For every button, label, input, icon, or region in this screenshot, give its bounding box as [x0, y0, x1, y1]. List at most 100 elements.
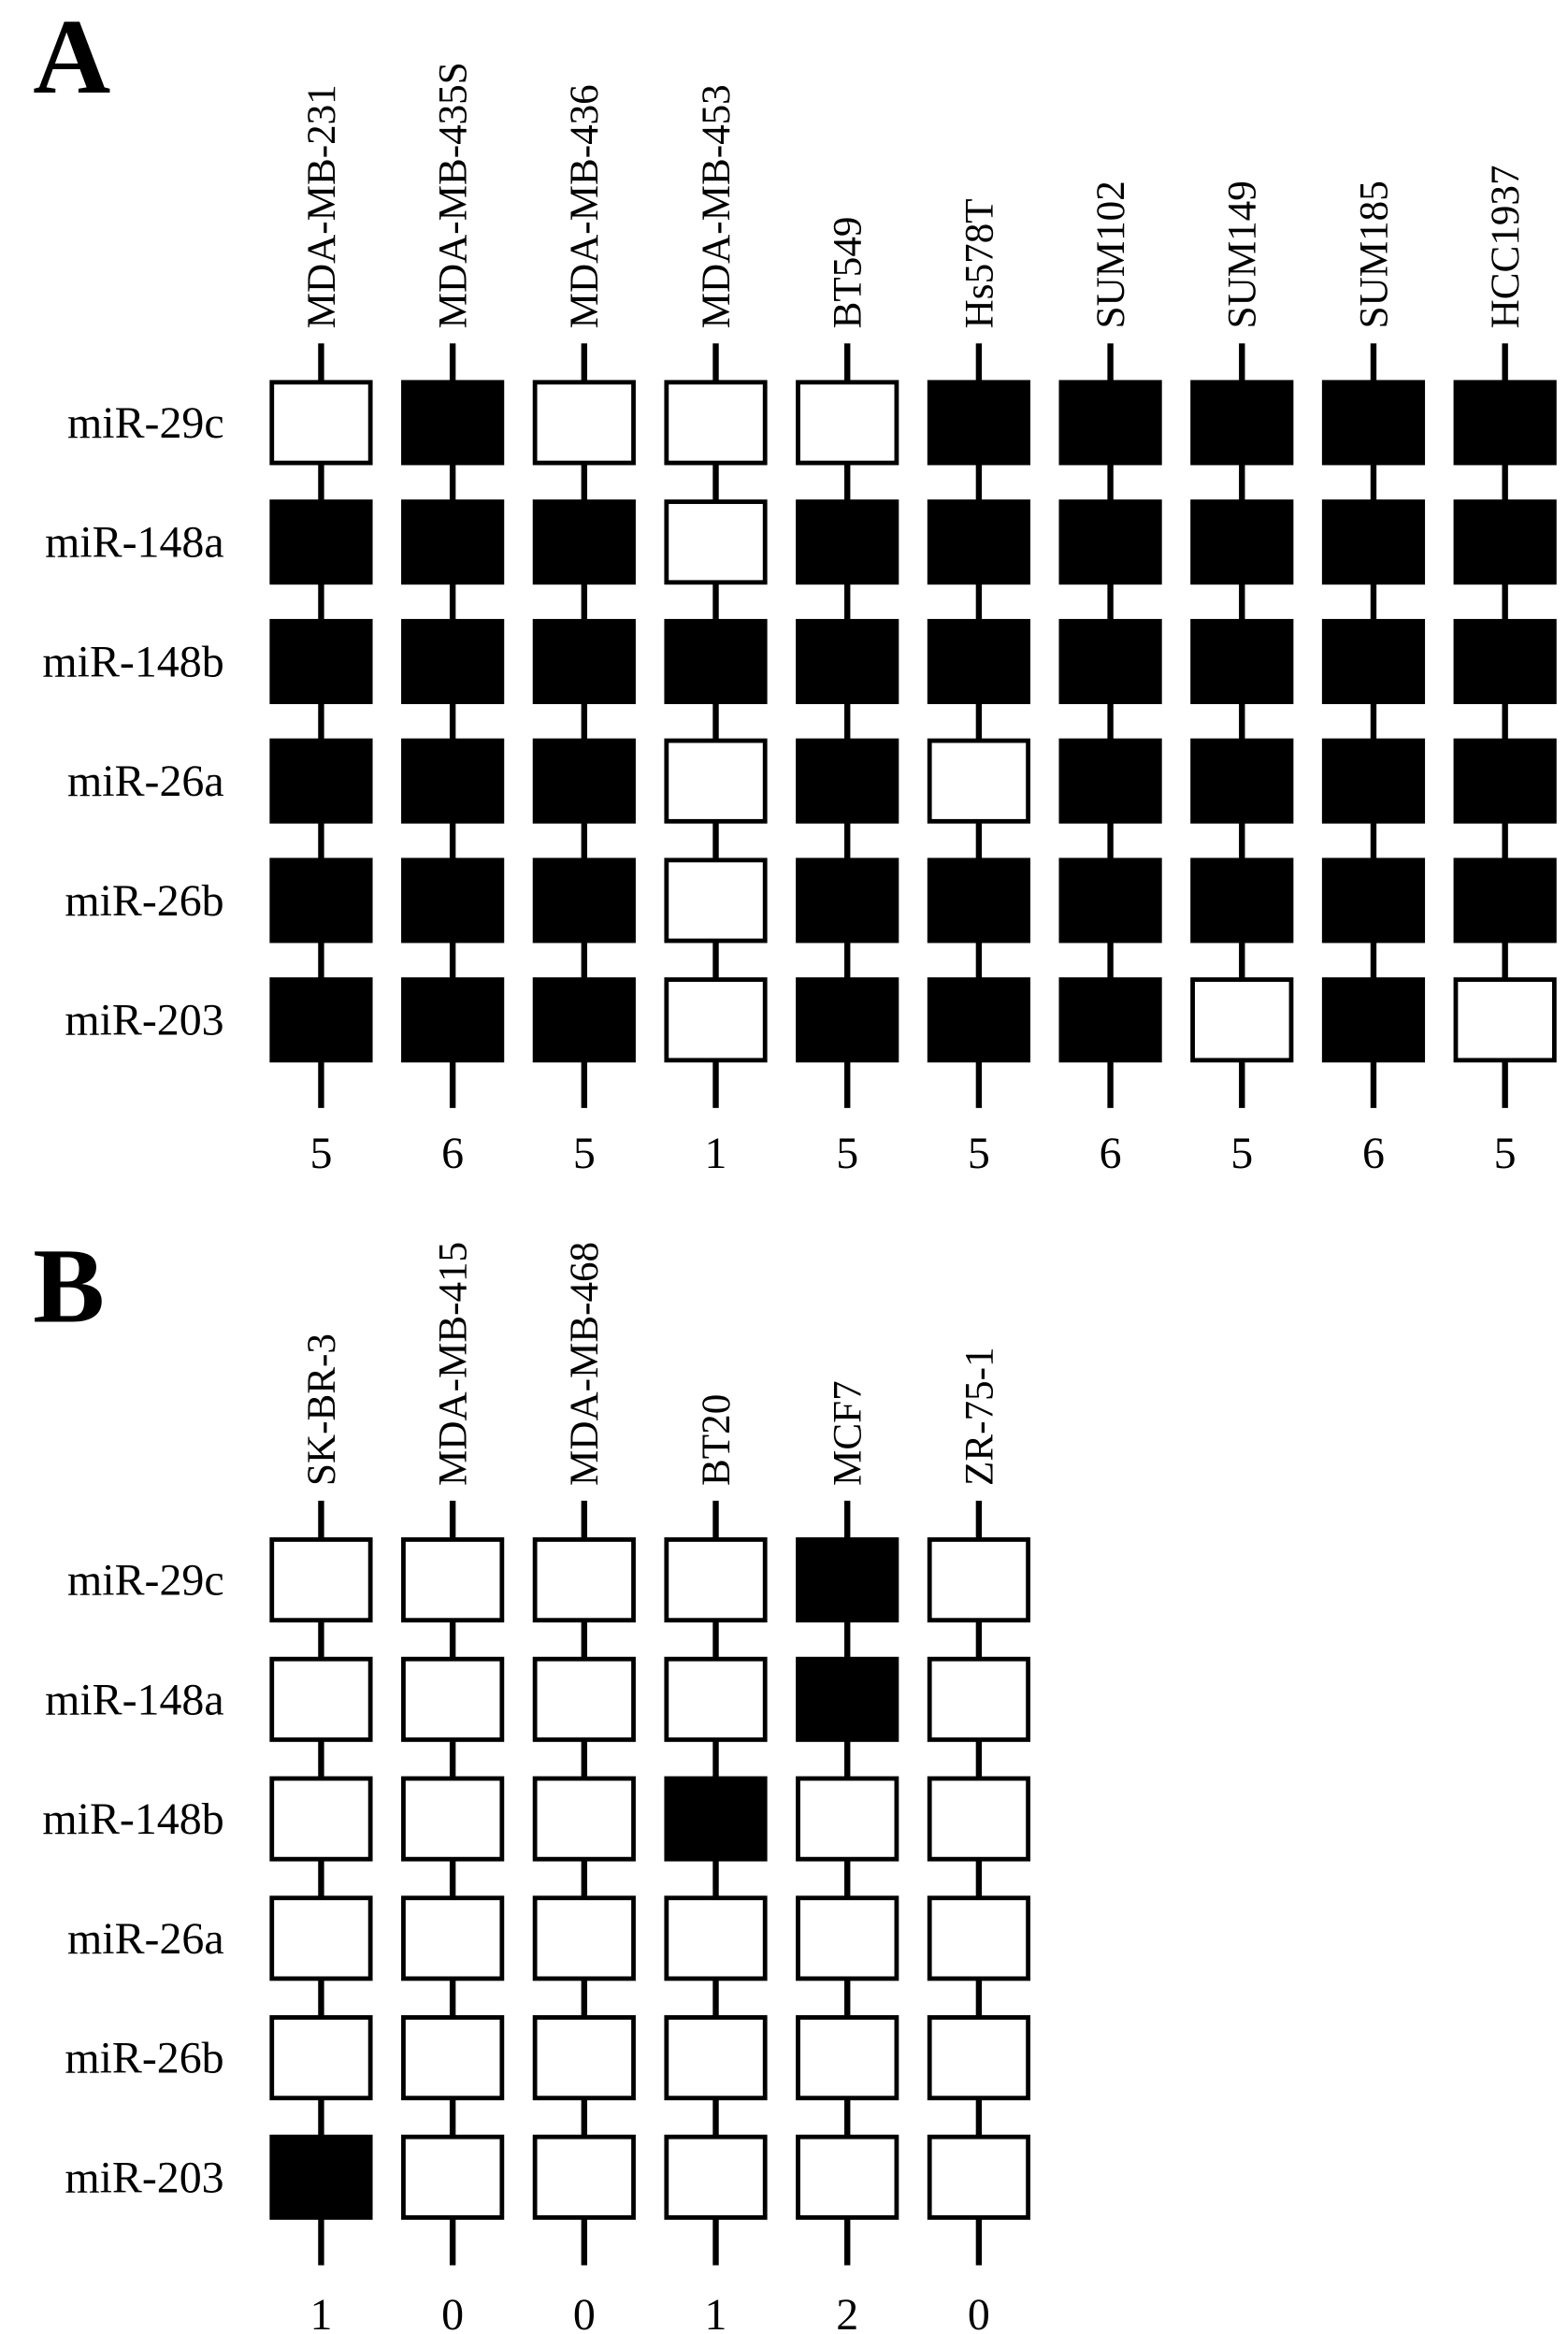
cell — [664, 1537, 768, 1623]
cell — [269, 2015, 373, 2101]
cell — [532, 1656, 636, 1742]
cell — [927, 2134, 1030, 2220]
column-label: MDA-MB-231 — [300, 84, 344, 328]
panel-label: A — [33, 0, 110, 116]
cell — [532, 499, 636, 585]
cell — [1190, 618, 1294, 704]
cell — [401, 857, 505, 944]
column-label: MDA-MB-435S — [432, 62, 476, 328]
cell — [927, 499, 1030, 585]
cell — [1058, 857, 1162, 944]
row-label: miR-29c — [67, 1556, 224, 1606]
column-label: MDA-MB-415 — [432, 1242, 476, 1486]
row-label: miR-148a — [45, 518, 224, 568]
cell — [796, 618, 899, 704]
cell — [269, 977, 373, 1063]
cell — [664, 1895, 768, 1981]
count-label: 0 — [441, 2290, 464, 2334]
cell — [1321, 499, 1426, 585]
cell — [927, 738, 1030, 824]
row-label: miR-26a — [67, 1914, 224, 1964]
cell — [796, 977, 899, 1063]
cell — [796, 1895, 899, 1981]
column-label: SUM149 — [1221, 180, 1265, 328]
cell — [796, 2134, 899, 2220]
cell — [1453, 977, 1557, 1063]
cell — [1190, 499, 1294, 585]
column-label: MCF7 — [827, 1380, 870, 1486]
cell — [269, 1776, 373, 1862]
row-label: miR-203 — [65, 2153, 223, 2202]
cell — [532, 1537, 636, 1623]
cell — [796, 499, 899, 585]
cell — [664, 618, 768, 704]
cell — [1453, 738, 1557, 824]
cell — [664, 2134, 768, 2220]
cell — [532, 2015, 636, 2101]
count-label: 1 — [705, 1129, 727, 1178]
row-label: miR-26b — [65, 876, 223, 926]
cell — [269, 1656, 373, 1742]
column-label: ZR-75-1 — [957, 1347, 1001, 1485]
cell — [664, 1656, 768, 1742]
cell — [1058, 977, 1162, 1063]
cell — [927, 2015, 1030, 2101]
column-label: MDA-MB-468 — [563, 1242, 607, 1486]
count-label: 6 — [441, 1129, 464, 1178]
cell — [401, 1895, 505, 1981]
cell — [532, 618, 636, 704]
cell — [1058, 738, 1162, 824]
cell — [1190, 738, 1294, 824]
cell — [401, 380, 505, 466]
cell — [269, 499, 373, 585]
column-label: SK-BR-3 — [300, 1333, 344, 1486]
count-label: 1 — [309, 2290, 332, 2334]
count-label: 5 — [309, 1129, 332, 1178]
row-label: miR-148b — [42, 1794, 223, 1844]
cell — [1321, 618, 1426, 704]
count-label: 5 — [1494, 1129, 1517, 1178]
column-label: MDA-MB-436 — [563, 84, 607, 328]
cell — [401, 499, 505, 585]
cell — [927, 380, 1030, 466]
count-label: 5 — [968, 1129, 990, 1178]
cell — [401, 618, 505, 704]
count-label: 2 — [836, 2290, 858, 2334]
cell — [269, 618, 373, 704]
cell — [796, 1776, 899, 1862]
cell — [401, 977, 505, 1063]
cell — [1321, 738, 1426, 824]
cell — [664, 1776, 768, 1862]
cell — [1190, 857, 1294, 944]
cell — [1453, 857, 1557, 944]
column-label: BT20 — [695, 1394, 739, 1486]
cell — [532, 857, 636, 944]
cell — [927, 618, 1030, 704]
cell — [927, 1656, 1030, 1742]
cell — [1453, 499, 1557, 585]
row-label: miR-26b — [65, 2034, 223, 2083]
column-label: Hs578T — [957, 198, 1001, 328]
row-label: miR-26a — [67, 756, 224, 806]
count-label: 6 — [1100, 1129, 1122, 1178]
count-label: 5 — [836, 1129, 858, 1178]
cell — [927, 1537, 1030, 1623]
column-label: SUM185 — [1352, 180, 1396, 328]
cell — [269, 2134, 373, 2220]
column-label: SUM102 — [1089, 180, 1133, 328]
cell — [796, 1537, 899, 1623]
panel-label: B — [33, 1226, 105, 1345]
cell — [401, 2015, 505, 2101]
cell — [1058, 380, 1162, 466]
cell — [532, 380, 636, 466]
cell — [1453, 380, 1557, 466]
cell — [664, 977, 768, 1063]
cell — [532, 977, 636, 1063]
column-label: BT549 — [827, 217, 870, 329]
cell — [796, 2015, 899, 2101]
cell — [927, 1776, 1030, 1862]
cell — [532, 1895, 636, 1981]
